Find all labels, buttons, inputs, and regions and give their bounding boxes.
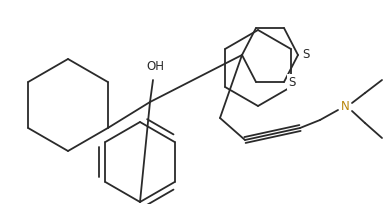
- Text: S: S: [288, 75, 296, 89]
- Text: S: S: [302, 49, 310, 61]
- Text: OH: OH: [146, 61, 164, 73]
- Text: N: N: [340, 101, 349, 113]
